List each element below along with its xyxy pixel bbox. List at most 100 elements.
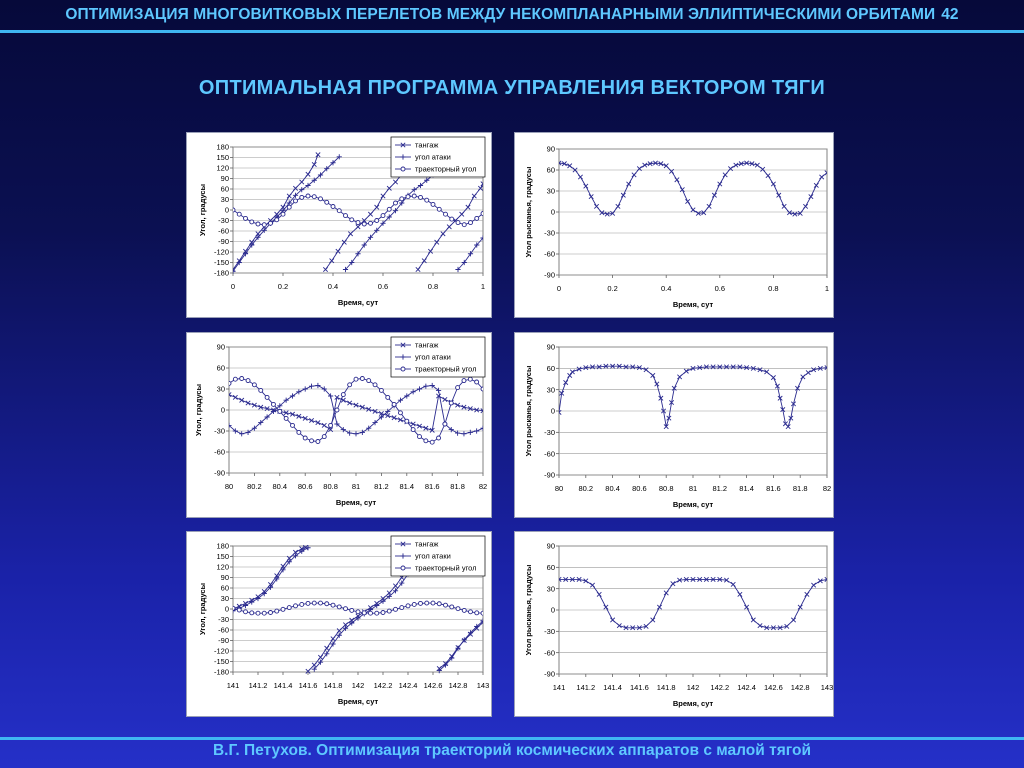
data-point bbox=[615, 203, 621, 209]
data-point bbox=[404, 393, 410, 399]
data-point bbox=[467, 406, 473, 412]
data-point bbox=[268, 610, 273, 615]
data-point bbox=[626, 181, 632, 187]
data-point bbox=[563, 576, 569, 582]
data-point bbox=[418, 194, 423, 200]
data-point bbox=[366, 425, 372, 431]
x-tick-label: 142.8 bbox=[449, 681, 468, 690]
x-tick-label: 141.4 bbox=[603, 683, 622, 692]
series-line bbox=[233, 156, 340, 272]
data-point bbox=[335, 248, 341, 254]
footer-rule bbox=[0, 737, 1024, 740]
y-tick-label: 90 bbox=[547, 145, 555, 154]
data-point bbox=[330, 602, 336, 608]
data-point bbox=[374, 610, 380, 616]
data-point bbox=[448, 427, 454, 433]
data-point bbox=[701, 210, 707, 216]
data-point bbox=[342, 625, 349, 631]
x-tick-label: 80 bbox=[225, 482, 233, 491]
data-point bbox=[749, 161, 755, 167]
data-point bbox=[251, 425, 257, 431]
data-point bbox=[251, 402, 257, 408]
data-point bbox=[690, 576, 696, 582]
data-point bbox=[436, 435, 442, 441]
data-point bbox=[289, 393, 296, 399]
data-point bbox=[461, 378, 467, 384]
legend-marker bbox=[400, 553, 406, 559]
x-axis-label: Время, сут bbox=[673, 300, 714, 309]
data-point bbox=[378, 414, 384, 420]
data-point bbox=[663, 424, 669, 430]
data-point bbox=[299, 194, 305, 200]
data-point bbox=[233, 605, 236, 611]
data-point bbox=[480, 235, 483, 241]
data-point bbox=[368, 220, 373, 226]
y-tick-label: 30 bbox=[221, 195, 229, 204]
data-point bbox=[658, 161, 664, 167]
data-point bbox=[819, 174, 825, 180]
data-point bbox=[710, 576, 716, 582]
y-tick-label: -30 bbox=[214, 427, 225, 436]
data-point bbox=[336, 604, 342, 610]
data-point bbox=[330, 204, 336, 209]
data-point bbox=[610, 210, 616, 216]
data-point bbox=[623, 625, 629, 631]
data-point bbox=[610, 617, 616, 623]
data-point bbox=[455, 430, 461, 436]
data-point bbox=[245, 378, 251, 384]
data-point bbox=[750, 617, 756, 623]
data-point bbox=[474, 428, 480, 434]
y-axis-label: Угол рысканья, градусы bbox=[524, 167, 533, 258]
data-point bbox=[286, 200, 292, 206]
data-point bbox=[737, 591, 743, 597]
series-line bbox=[438, 620, 483, 671]
data-point bbox=[374, 602, 380, 609]
data-point bbox=[372, 408, 378, 414]
data-point bbox=[255, 221, 261, 227]
data-point bbox=[321, 434, 327, 440]
data-point bbox=[343, 213, 348, 219]
data-point bbox=[455, 645, 461, 651]
data-point bbox=[353, 376, 359, 382]
data-point bbox=[722, 172, 728, 178]
data-point bbox=[243, 609, 248, 615]
data-point bbox=[417, 434, 422, 440]
data-point bbox=[442, 396, 448, 403]
data-point bbox=[286, 193, 292, 199]
data-point bbox=[803, 203, 809, 209]
data-point bbox=[334, 394, 340, 400]
data-point bbox=[448, 400, 454, 406]
legend-label: угол атаки bbox=[415, 353, 451, 362]
data-point bbox=[311, 177, 317, 183]
footer-text: В.Г. Петухов. Оптимизация траекторий кос… bbox=[212, 742, 811, 759]
data-point bbox=[636, 166, 642, 172]
data-point bbox=[474, 215, 480, 221]
series-2 bbox=[229, 382, 483, 437]
data-point bbox=[465, 204, 471, 210]
data-point bbox=[685, 198, 691, 205]
data-point bbox=[711, 192, 717, 198]
legend-label: угол атаки bbox=[415, 153, 451, 162]
data-point bbox=[710, 364, 716, 370]
data-point bbox=[776, 192, 782, 198]
data-point bbox=[786, 210, 792, 216]
data-point bbox=[277, 403, 283, 409]
data-point bbox=[347, 400, 353, 406]
x-tick-label: 141.2 bbox=[576, 683, 595, 692]
data-point bbox=[733, 162, 739, 168]
y-tick-label: 60 bbox=[547, 364, 555, 373]
legend-marker bbox=[400, 166, 406, 172]
header-rule bbox=[0, 30, 1024, 33]
data-point bbox=[824, 365, 827, 371]
data-point bbox=[386, 590, 392, 596]
y-tick-label: -60 bbox=[544, 449, 555, 458]
x-tick-label: 142.8 bbox=[791, 683, 810, 692]
data-point bbox=[359, 404, 365, 410]
data-point bbox=[411, 601, 417, 607]
data-point bbox=[296, 413, 302, 419]
data-point bbox=[342, 622, 349, 628]
data-point bbox=[474, 242, 480, 248]
x-axis-label: Время, сут bbox=[338, 298, 379, 307]
data-point bbox=[321, 422, 327, 428]
data-point bbox=[427, 248, 434, 254]
